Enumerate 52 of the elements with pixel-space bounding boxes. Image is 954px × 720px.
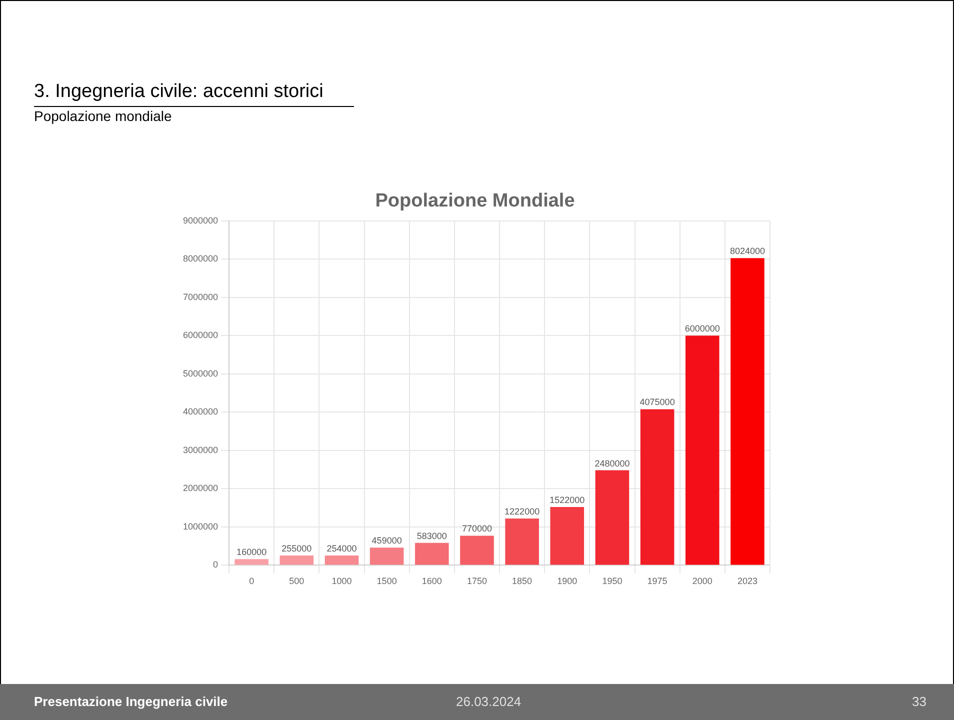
x-tick-label: 500 <box>289 576 304 586</box>
x-tick-label: 1500 <box>376 576 397 586</box>
bar <box>730 258 764 565</box>
y-tick-label: 5000000 <box>182 368 218 378</box>
data-label: 2480000 <box>594 458 630 468</box>
x-tick-label: 2000 <box>692 576 712 586</box>
y-tick-label: 2000000 <box>182 483 218 494</box>
data-label: 770000 <box>462 524 492 534</box>
bar <box>460 536 494 565</box>
x-tick-label: 0 <box>249 576 254 586</box>
bar <box>234 559 268 565</box>
y-tick-label: 3000000 <box>182 444 218 455</box>
bar <box>505 518 539 565</box>
y-tick-label: 4000000 <box>182 406 218 417</box>
x-tick-label: 1750 <box>466 576 487 586</box>
data-label: 459000 <box>372 536 402 546</box>
bar <box>370 548 404 565</box>
x-tick-label: 1975 <box>647 576 668 586</box>
data-label: 254000 <box>326 543 357 554</box>
bar <box>640 409 674 565</box>
data-label: 160000 <box>236 547 267 558</box>
data-label: 583000 <box>416 530 447 541</box>
data-label: 1222000 <box>504 506 540 516</box>
text: 3. Ingegneria civile: accenni storici <box>34 81 324 103</box>
y-tick-label: 9000000 <box>182 215 218 226</box>
bar <box>324 555 359 565</box>
x-tick-label: 1600 <box>422 576 442 586</box>
y-tick-label: 8000000 <box>182 254 218 264</box>
data-label: 6000000 <box>684 324 720 334</box>
bar <box>550 506 584 565</box>
text: Presentazione Ingegneria civile <box>34 694 228 709</box>
data-label: 4075000 <box>640 397 675 408</box>
y-tick-label: 0 <box>213 560 218 570</box>
data-label: 255000 <box>282 543 312 554</box>
text: 33 <box>912 694 926 709</box>
chart-title: Popolazione Mondiale <box>375 190 575 212</box>
data-label: 8024000 <box>730 246 765 256</box>
bar <box>595 470 630 565</box>
x-tick-label: 1900 <box>557 576 578 586</box>
x-tick-label: 1950 <box>602 576 622 586</box>
x-tick-label: 1000 <box>332 576 352 586</box>
text: 26.03.2024 <box>456 694 522 709</box>
data-label: 1522000 <box>550 494 585 505</box>
bar <box>685 336 720 565</box>
y-tick-label: 1000000 <box>182 521 218 532</box>
y-tick-label: 6000000 <box>182 330 218 340</box>
text: Popolazione mondiale <box>34 108 172 124</box>
x-tick-label: 2023 <box>737 576 758 586</box>
bar <box>280 555 314 565</box>
x-tick-label: 1850 <box>512 576 532 586</box>
y-tick-label: 7000000 <box>182 292 218 302</box>
bar <box>414 542 449 565</box>
